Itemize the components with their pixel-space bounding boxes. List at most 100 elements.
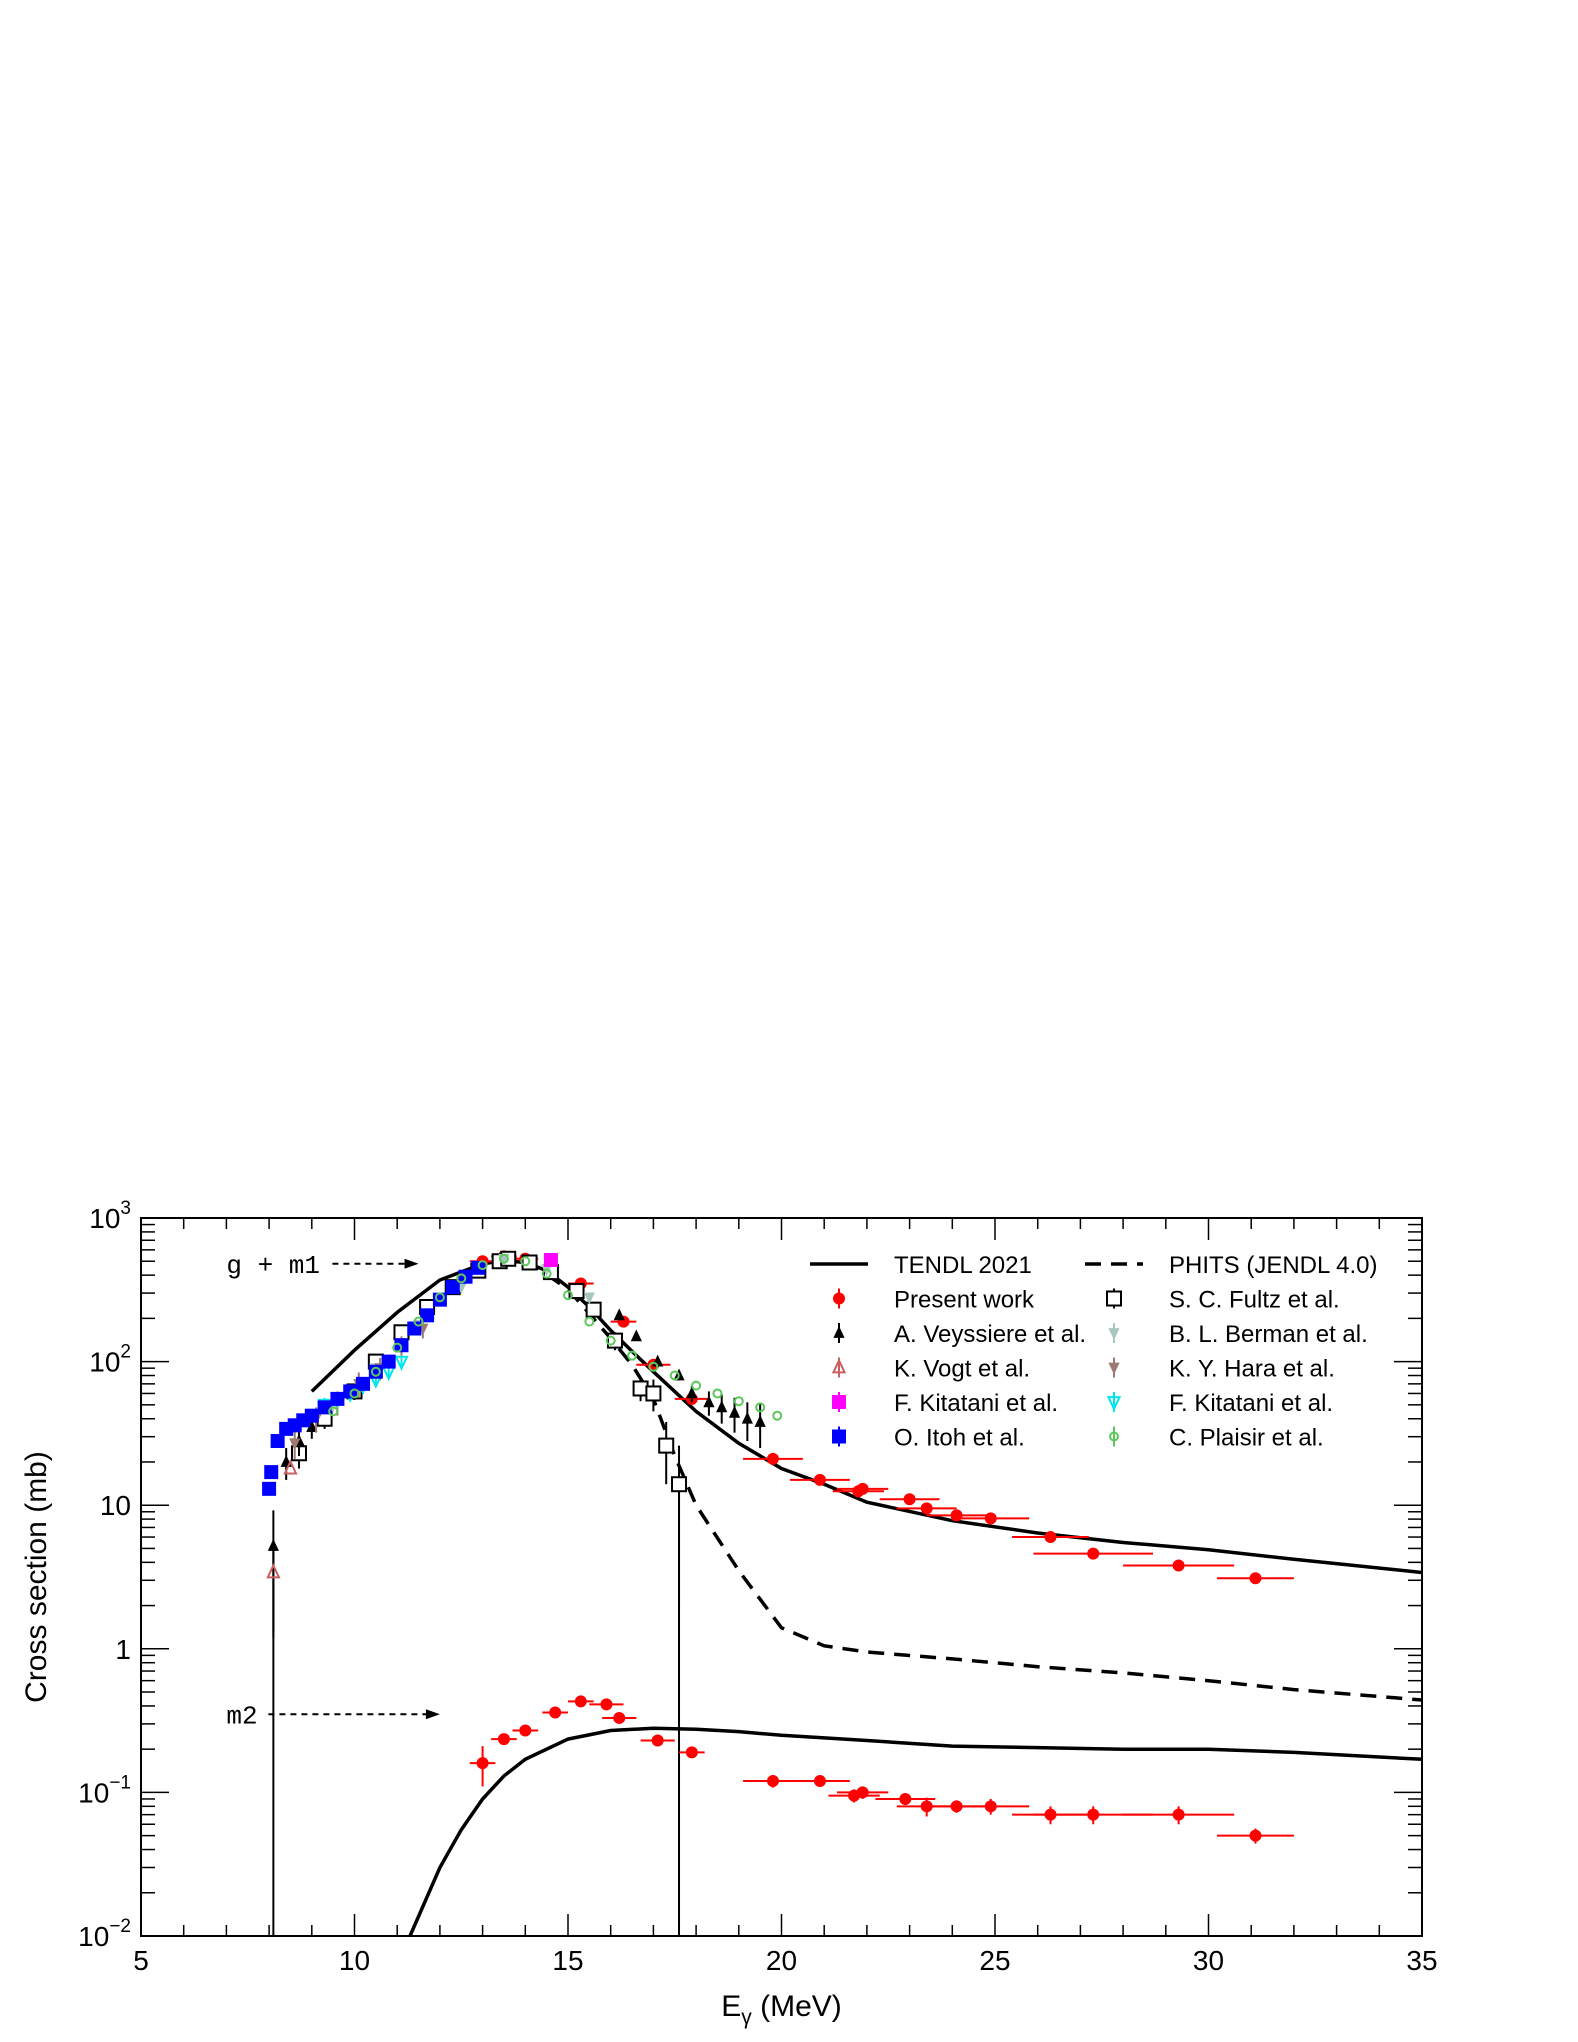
data-point	[266, 1563, 281, 1579]
y-axis-label: Cross section (mb)	[20, 1451, 53, 1703]
legend-label: F. Kitatani et al.	[1169, 1390, 1333, 1417]
data-point	[543, 1252, 558, 1267]
y-tick-exponent: −1	[109, 1772, 131, 1793]
legend-label: F. Kitatani et al.	[894, 1390, 1058, 1417]
data-point	[471, 1260, 486, 1275]
data-point	[574, 1695, 587, 1708]
data-point	[520, 1256, 531, 1267]
legend-entry: F. Kitatani et al.	[832, 1390, 1058, 1417]
series-points	[328, 1253, 783, 1421]
legend-label: O. Itoh et al.	[894, 1425, 1025, 1452]
data-point	[741, 1411, 753, 1424]
data-point	[669, 1370, 680, 1381]
data-point	[766, 1452, 779, 1465]
data-point	[658, 1437, 675, 1454]
data-point	[584, 1316, 595, 1327]
axis-ticks	[140, 1217, 1423, 1937]
data-point	[1087, 1547, 1100, 1560]
data-point	[394, 1355, 409, 1371]
data-point	[541, 1268, 552, 1279]
y-tick-label: 103	[89, 1198, 131, 1234]
data-point	[497, 1733, 510, 1746]
legend-entry: A. Veyssiere et al.	[833, 1321, 1086, 1348]
y-tick-base: 10	[89, 1347, 120, 1378]
legend-entry: Present work	[833, 1287, 1035, 1314]
legend-entry: S. C. Fultz et al.	[1106, 1287, 1340, 1314]
y-tick-base: 10	[78, 1777, 109, 1808]
y-tick-exponent: 2	[120, 1342, 131, 1363]
model-curve	[524, 1258, 1422, 1702]
x-tick-label: 35	[1406, 1945, 1437, 1976]
legend-entry: PHITS (JENDL 4.0)	[1085, 1252, 1378, 1279]
y-tick-base: 10	[89, 1203, 120, 1234]
data-point	[445, 1280, 460, 1295]
data-point	[1044, 1531, 1057, 1544]
data-point	[613, 1308, 625, 1321]
data-point	[283, 1459, 298, 1475]
data-point	[903, 1493, 916, 1506]
data-point	[733, 1396, 744, 1407]
series-points	[262, 1260, 486, 1496]
data-point	[613, 1711, 626, 1724]
legend-label: S. C. Fultz et al.	[1169, 1287, 1340, 1314]
legend-entry: TENDL 2021	[810, 1252, 1032, 1279]
legend-entry: C. Plaisir et al.	[1109, 1425, 1324, 1452]
data-point	[856, 1482, 869, 1495]
data-point	[1172, 1808, 1185, 1821]
data-point	[766, 1775, 779, 1788]
data-point	[686, 1386, 698, 1399]
data-point	[1249, 1572, 1262, 1585]
data-point	[833, 1292, 845, 1305]
data-point	[432, 1292, 447, 1307]
legend-label: K. Vogt et al.	[894, 1356, 1030, 1383]
legend-label: K. Y. Hara et al.	[1169, 1356, 1335, 1383]
y-tick-label: 102	[89, 1342, 131, 1378]
legend-label: B. L. Berman et al.	[1169, 1321, 1368, 1348]
data-point	[651, 1734, 664, 1747]
data-point	[728, 1405, 741, 1418]
data-point	[755, 1402, 766, 1413]
y-tick-label: 10−2	[78, 1916, 131, 1952]
legend-entry: O. Itoh et al.	[832, 1425, 1025, 1452]
data-point	[370, 1366, 381, 1377]
data-point	[627, 1350, 638, 1361]
y-tick-exponent: −2	[109, 1916, 131, 1937]
data-point	[477, 1260, 488, 1271]
data-point	[1108, 1362, 1120, 1375]
x-tick-label: 20	[766, 1945, 797, 1976]
series-points	[543, 1252, 558, 1267]
data-point	[317, 1400, 332, 1415]
data-point	[585, 1301, 602, 1318]
annotation-arrowhead	[425, 1709, 440, 1720]
legend-label: C. Plaisir et al.	[1169, 1425, 1324, 1452]
legend-label: TENDL 2021	[894, 1252, 1032, 1279]
data-point	[304, 1408, 319, 1423]
data-point	[833, 1326, 845, 1338]
x-tick-label: 15	[552, 1945, 583, 1976]
x-axis-label-subscript: γ	[741, 2006, 752, 2029]
y-tick-exponent: 3	[120, 1198, 131, 1219]
series-points	[469, 1695, 1294, 1844]
legend: TENDL 2021 PHITS (JENDL 4.0) Present work S…	[810, 1252, 1378, 1452]
legend-label: Present work	[894, 1287, 1035, 1314]
series-points	[266, 1459, 298, 1579]
legend-entry: K. Y. Hara et al.	[1108, 1356, 1335, 1383]
data-point	[420, 1308, 435, 1323]
data-point	[600, 1698, 613, 1711]
data-point	[563, 1290, 573, 1301]
data-point	[1249, 1829, 1262, 1842]
data-point	[605, 1335, 616, 1346]
legend-entry: K. Vogt et al.	[831, 1356, 1030, 1383]
data-point	[413, 1316, 424, 1327]
series-points	[290, 1250, 688, 1606]
data-point	[899, 1792, 912, 1805]
data-point	[645, 1385, 662, 1402]
data-point	[392, 1342, 403, 1353]
data-point	[813, 1473, 826, 1486]
data-point	[813, 1775, 826, 1788]
x-tick-label: 10	[339, 1945, 370, 1976]
data-point	[306, 1420, 318, 1432]
annotation-arrowhead	[404, 1258, 419, 1269]
data-point	[772, 1410, 783, 1421]
